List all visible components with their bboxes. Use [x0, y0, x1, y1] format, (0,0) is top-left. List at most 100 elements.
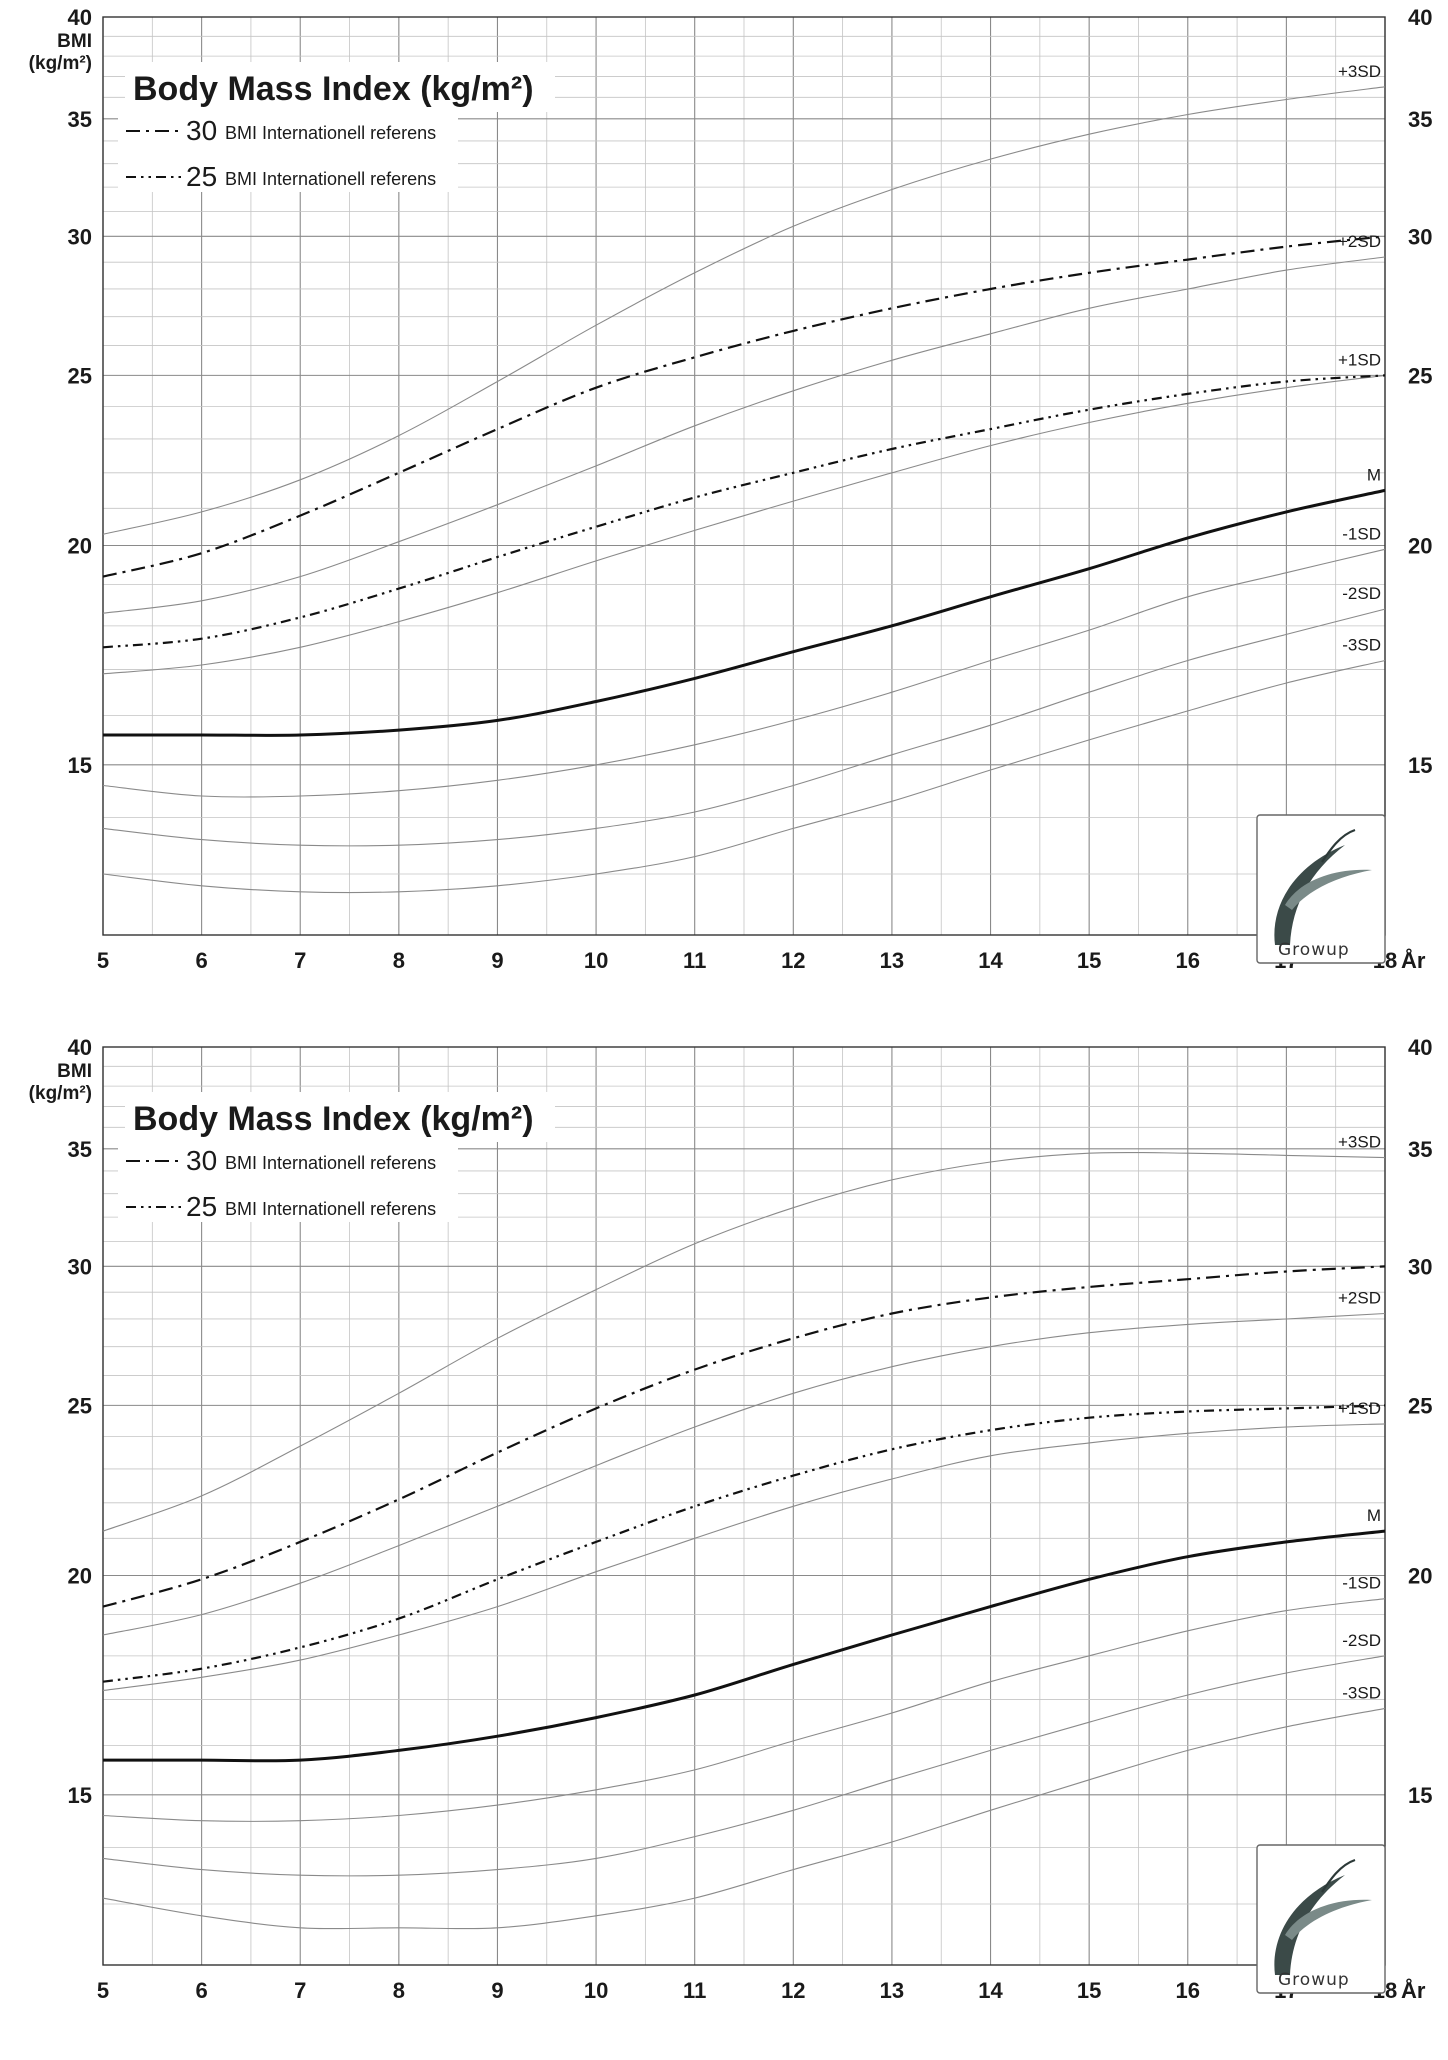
y-tick-label-right: 35: [1408, 107, 1432, 132]
logo-leaf-icon: [1285, 1899, 1372, 1940]
series-line-minus3SD: [102, 659, 1386, 894]
y-axis-label-line1: BMI: [57, 1061, 92, 1082]
series-line-minus3SD: [102, 1707, 1386, 1930]
series-line-minus2SD: [102, 1655, 1386, 1877]
legend-background: [118, 112, 458, 192]
x-tick-label: 11: [683, 1978, 706, 2003]
curve-label: -2SD: [1342, 584, 1381, 603]
y-axis-label-line2: (kg/m²): [29, 1083, 92, 1104]
curve-label: -1SD: [1342, 1574, 1381, 1593]
legend-number: 25: [186, 161, 217, 192]
y-tick-label-left: 15: [68, 1783, 92, 1808]
series-line-minus1SD: [102, 1598, 1386, 1822]
growup-logo: Growup: [1256, 1844, 1386, 1994]
legend-entry: 25 BMI Internationell referens: [126, 1191, 436, 1222]
title-background: [125, 1092, 555, 1142]
series-line-plus1SD: [102, 1423, 1386, 1692]
legend-entry: 30 BMI Internationell referens: [126, 115, 436, 146]
legend-text: BMI Internationell referens: [225, 123, 436, 143]
y-tick-label-right: 25: [1408, 363, 1432, 388]
x-tick-label: 6: [195, 948, 207, 973]
x-axis-unit: År: [1401, 1977, 1426, 2003]
x-tick-label: 13: [880, 1978, 904, 2003]
series-line-plus1SD: [102, 374, 1386, 675]
series-line-minus1SD: [102, 548, 1386, 798]
y-tick-label-left: 40: [68, 1035, 92, 1060]
y-tick-label-left: 40: [68, 5, 92, 30]
y-tick-label-right: 25: [1408, 1393, 1432, 1418]
x-tick-label: 6: [195, 1978, 207, 2003]
series-line-plus3SD: [102, 1151, 1386, 1532]
series-line-30: [102, 1265, 1386, 1608]
y-tick-label-left: 30: [68, 224, 92, 249]
x-tick-label: 15: [1077, 948, 1101, 973]
x-tick-label: 8: [393, 1978, 405, 2003]
legend-entry: 25 BMI Internationell referens: [126, 161, 436, 192]
plot-frame: [102, 1046, 1386, 1966]
y-tick-label-left: 25: [68, 1393, 92, 1418]
x-tick-label: 9: [491, 1978, 503, 2003]
x-tick-label: 5: [97, 1978, 109, 2003]
legend-text: BMI Internationell referens: [225, 1153, 436, 1173]
y-axis-label-line1: BMI: [57, 31, 92, 52]
series-line-30: [102, 235, 1386, 578]
series-line-plus3SD: [102, 86, 1386, 535]
x-tick-label: 15: [1077, 1978, 1101, 2003]
y-tick-label-right: 15: [1408, 1783, 1432, 1808]
series-line-plus2SD: [102, 256, 1386, 614]
title-background: [125, 62, 555, 112]
series-line-minus2SD: [102, 608, 1386, 847]
legend-number: 30: [186, 115, 217, 146]
curve-label: -1SD: [1342, 524, 1381, 543]
x-tick-label: 16: [1176, 948, 1200, 973]
y-axis-label-line2: (kg/m²): [29, 53, 92, 74]
series-lines: [102, 86, 1386, 894]
y-tick-label-right: 20: [1408, 1564, 1432, 1589]
plot-frame: [102, 16, 1386, 936]
curve-label: -3SD: [1342, 636, 1381, 655]
logo-text: Growup: [1278, 1970, 1350, 1990]
y-tick-label-left: 15: [68, 753, 92, 778]
y-tick-label-right: 30: [1408, 224, 1432, 249]
series-line-M: [102, 1529, 1386, 1763]
x-tick-label: 12: [781, 1978, 805, 2003]
y-tick-label-right: 30: [1408, 1254, 1432, 1279]
x-tick-label: 14: [978, 948, 1003, 973]
bmi-chart-top: 15 15 20 20 25 25 30 30 35 35 40 40 5 6 7 8 9 10 11 12 13 14 1…: [29, 5, 1433, 973]
y-tick-label-left: 25: [68, 363, 92, 388]
chart-title: Body Mass Index (kg/m²): [133, 70, 534, 108]
curve-label: -2SD: [1342, 1631, 1381, 1650]
x-tick-label: 9: [491, 948, 503, 973]
y-tick-label-right: 15: [1408, 753, 1432, 778]
x-tick-label: 8: [393, 948, 405, 973]
y-tick-label-left: 20: [68, 1564, 92, 1589]
x-tick-label: 10: [584, 1978, 608, 2003]
x-tick-label: 11: [683, 948, 706, 973]
logo-leaf-icon: [1274, 1875, 1345, 1975]
chart-title: Body Mass Index (kg/m²): [133, 1100, 534, 1138]
series-line-25: [102, 374, 1386, 649]
y-tick-label-right: 40: [1408, 5, 1432, 30]
logo-text: Growup: [1278, 940, 1350, 960]
legend-text: BMI Internationell referens: [225, 169, 436, 189]
curve-label: +1SD: [1338, 350, 1381, 369]
curve-label: +1SD: [1338, 1399, 1381, 1418]
y-tick-label-left: 35: [68, 107, 92, 132]
series-lines: [102, 1151, 1386, 1930]
curve-label: M: [1367, 465, 1381, 484]
x-tick-label: 7: [294, 948, 306, 973]
x-tick-label: 16: [1176, 1978, 1200, 2003]
curve-label: +2SD: [1338, 232, 1381, 251]
logo-leaf-icon: [1274, 845, 1345, 945]
growup-logo: Growup: [1256, 814, 1386, 964]
bmi-chart-svg: 15 15 20 20 25 25 30 30 35 35 40 40 5 6 7 8 9 10 11 12 13 14 1…: [29, 1035, 1433, 2003]
legend-number: 25: [186, 1191, 217, 1222]
x-tick-label: 7: [294, 1978, 306, 2003]
x-tick-label: 12: [781, 948, 805, 973]
series-line-plus2SD: [102, 1312, 1386, 1636]
y-tick-label-right: 20: [1408, 534, 1432, 559]
y-tick-label-left: 30: [68, 1254, 92, 1279]
bmi-chart-svg: 15 15 20 20 25 25 30 30 35 35 40 40 5 6 7 8 9 10 11 12 13 14 1…: [29, 5, 1433, 973]
curve-label: M: [1367, 1506, 1381, 1525]
x-tick-label: 10: [584, 948, 608, 973]
